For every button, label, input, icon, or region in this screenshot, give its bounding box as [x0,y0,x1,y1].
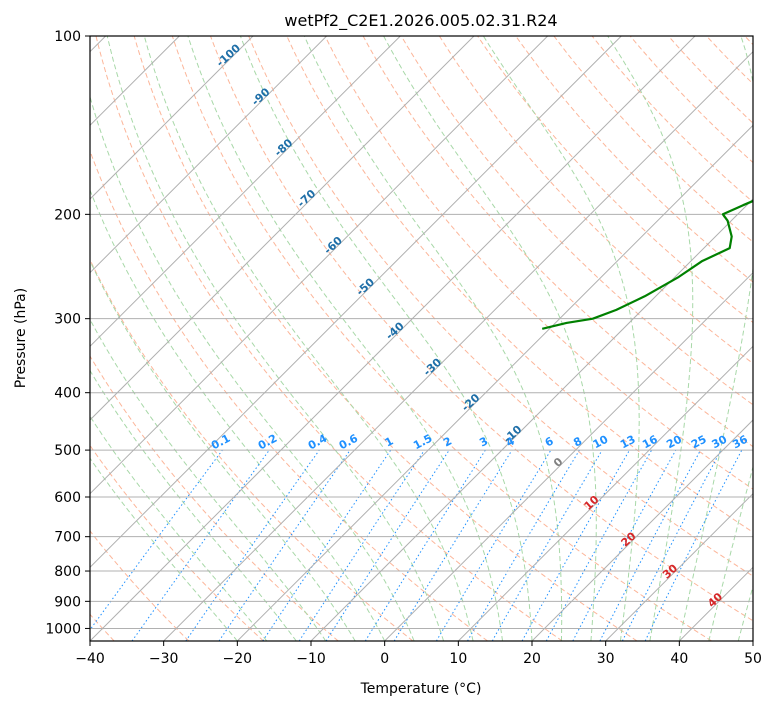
x-tick-label: −10 [296,651,326,667]
sounding-series [541,199,753,330]
dry-adiabat-line [90,530,190,641]
mixing-ratio-line [185,449,320,641]
dry-adiabat-line [477,36,753,324]
x-tick-label: −20 [223,651,253,667]
mixing-ratio-line [435,449,552,641]
y-tick-label: 500 [54,443,81,459]
mixing-ratio-line [218,449,351,641]
dry-adiabat-line [90,258,414,641]
chart-title: wetPf2_C2E1.2026.005.02.31.R24 [284,11,557,31]
mixing-ratio-line [491,449,603,641]
y-axis-label: Pressure (hPa) [13,288,29,388]
dry-adiabat-line [171,36,712,641]
y-tick-label: 300 [54,312,81,328]
mixing-ratio-line [364,449,486,641]
y-tick-label: 100 [54,29,81,45]
mixing-ratio-line [131,449,270,641]
isotherm-line [90,36,549,495]
y-tick-label: 900 [54,594,81,610]
moist-adiabat-line [187,36,503,641]
moist-adiabat-line [239,36,533,641]
x-tick-label: −30 [149,651,179,667]
mixing-ratio-line [572,449,677,641]
moist-adiabat-line [303,36,563,641]
dewpoint-profile-line [541,199,753,330]
moist-adiabat-line [737,584,753,641]
mixing-ratio-label: 30 [710,433,730,452]
moist-adiabat-line [383,36,597,641]
isotherm-line [752,640,753,641]
y-tick-label: 700 [54,530,81,546]
x-tick-label: 10 [449,651,467,667]
plot-background [90,36,753,641]
moist-adiabat-line [90,318,327,641]
mixing-ratio-line [467,449,580,641]
dry-adiabat-line [553,36,753,243]
x-axis-label: Temperature (°C) [360,681,482,697]
isotherm-line [90,36,401,348]
isotherm-line [310,198,753,641]
isobars [90,36,753,629]
isotherm-line [90,36,475,421]
axes: −40 −30 −20 −10 0 10 20 30 40 50 1000 900 800 700 600 5… [45,29,762,667]
y-tick-label: 600 [54,490,81,506]
moist-adiabat-line [90,415,268,641]
mixing-ratio-label: 25 [689,433,709,452]
moist-adiabat-line [90,457,238,641]
moist-adiabat-line [708,465,753,641]
isotherms [90,36,753,641]
x-tick-label: 30 [597,651,615,667]
mixing-ratio-line [521,449,630,641]
x-tick-label: 20 [523,651,541,667]
x-tick-label: 40 [670,651,688,667]
x-tick-label: −40 [75,651,105,667]
dry-adiabat-line [90,149,488,641]
isotherm-line [90,36,328,274]
dry-adiabat-line [248,36,753,577]
moist-adiabat-line [607,36,694,641]
dry-adiabat-line [400,36,753,406]
isotherm-line [236,124,753,641]
x-tick-label: 0 [380,651,389,667]
dry-adiabat-line [591,36,753,203]
dry-adiabat-line [210,36,753,622]
y-tick-label: 800 [54,564,81,580]
isotherm-line [531,419,753,641]
y-tick-label: 200 [54,207,81,223]
mixing-ratio-line [90,449,223,631]
mixing-ratio-label: 36 [730,433,750,452]
moist-adiabat-line [90,259,356,641]
moist-adiabats [90,36,753,641]
isotherm-line [90,36,696,641]
mixing-ratio-label: 10 [591,432,611,451]
mixing-ratio-line [325,449,450,641]
moist-adiabat-line [482,36,640,641]
plot-frame [89,35,754,642]
isotherm-line [90,36,622,569]
isotherm-line [90,36,254,200]
dry-adiabat-line [95,36,563,641]
moist-adiabat-line [678,36,753,641]
y-tick-label: 1000 [45,621,81,637]
dry-adiabat-line [324,36,753,490]
x-tick-label: 50 [744,651,762,667]
isotherm-line [457,345,753,641]
mixing-ratio-label: 20 [664,432,684,451]
dry-adiabat-line [133,36,638,641]
mixing-ratio-label: 16 [640,433,660,452]
isotherm-line [163,50,753,641]
dry-adiabat-line [90,355,339,641]
mixing-ratio-label: 13 [618,433,638,452]
moist-adiabat-line [106,36,445,641]
y-tick-label: 400 [54,386,81,402]
dry-adiabat-line [286,36,753,533]
isotherm-line [605,492,753,641]
moist-adiabat-line [143,36,474,641]
dry-adiabat-line [438,36,753,364]
mixing-ratio-line [393,449,513,641]
moist-adiabat-line [90,188,386,641]
isotherm-line [384,271,753,641]
